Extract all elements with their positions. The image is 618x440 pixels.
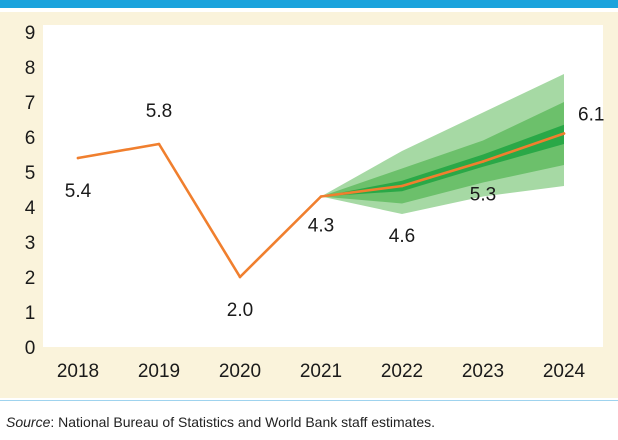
y-tick-label: 6 (25, 128, 36, 149)
y-tick-label: 7 (25, 93, 36, 114)
y-tick-label: 2 (25, 268, 36, 289)
x-tick-label: 2020 (219, 361, 261, 382)
data-point-2019 (157, 142, 161, 146)
x-tick-label: 2022 (381, 361, 423, 382)
y-tick-label: 4 (25, 198, 36, 219)
x-tick-label: 2023 (462, 361, 504, 382)
x-axis-ticks: 2018 2019 2020 2021 2022 2023 2024 (57, 361, 586, 382)
y-axis-ticks: 0 1 2 3 4 5 6 7 8 9 (25, 23, 36, 359)
x-tick-label: 2018 (57, 361, 99, 382)
source-text: : National Bureau of Statistics and Worl… (50, 414, 436, 430)
data-point-2022 (400, 184, 404, 188)
series-lines (76, 132, 566, 279)
y-tick-label: 9 (25, 23, 36, 44)
source-label: Source (6, 414, 51, 430)
data-label-2018: 5.4 (65, 181, 92, 202)
data-point-2024 (562, 132, 566, 135)
x-tick-label: 2019 (138, 361, 180, 382)
bottom-rule (0, 400, 618, 401)
data-point-2023 (481, 160, 485, 163)
y-tick-label: 3 (25, 233, 36, 254)
x-tick-label: 2024 (543, 361, 586, 382)
data-point-2018 (76, 156, 80, 160)
data-label-2022: 4.6 (389, 226, 415, 247)
top-rule (0, 0, 618, 8)
data-label-2023: 5.3 (470, 185, 496, 206)
data-point-2021 (319, 195, 323, 198)
y-tick-label: 1 (25, 303, 36, 324)
y-tick-label: 0 (25, 338, 36, 359)
data-labels: 5.4 5.8 2.0 4.3 4.6 5.3 6.1 (65, 101, 605, 321)
data-label-2021: 4.3 (308, 216, 334, 237)
data-label-2020: 2.0 (227, 300, 253, 321)
data-label-2019: 5.8 (146, 101, 172, 122)
fan-band-middle (321, 102, 564, 204)
x-tick-label: 2021 (300, 361, 342, 382)
fan-bands (321, 74, 564, 214)
y-tick-label: 8 (25, 58, 36, 79)
source-note: Source: National Bureau of Statistics an… (6, 414, 435, 430)
y-tick-label: 5 (25, 163, 36, 184)
data-label-2024: 6.1 (578, 105, 604, 126)
data-point-2020 (238, 275, 242, 279)
